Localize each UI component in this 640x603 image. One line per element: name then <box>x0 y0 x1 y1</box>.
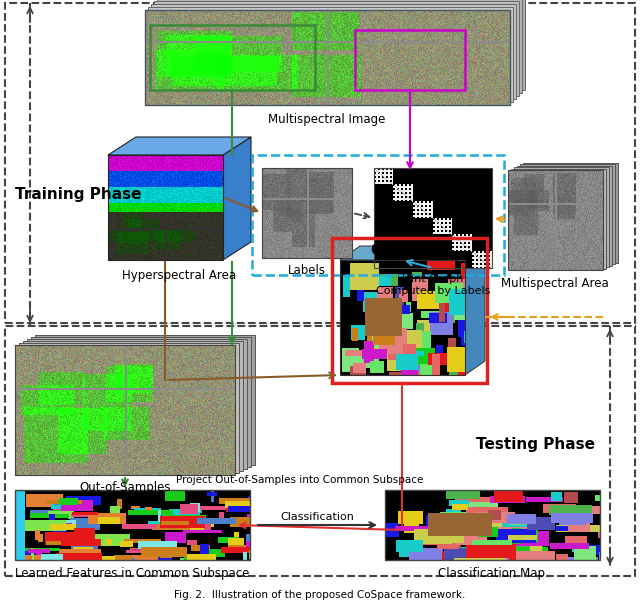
Polygon shape <box>108 137 251 155</box>
Bar <box>19 343 239 473</box>
Bar <box>5 326 635 576</box>
Bar <box>508 170 603 270</box>
Bar <box>27 339 247 469</box>
Bar <box>332 238 487 383</box>
Bar <box>374 168 492 268</box>
Bar <box>154 1 519 96</box>
Bar <box>150 25 315 90</box>
Text: Multispectral Image: Multispectral Image <box>268 113 386 125</box>
Text: Out-of-Samples: Out-of-Samples <box>79 482 171 494</box>
Text: Hyperspectral Area: Hyperspectral Area <box>122 270 236 282</box>
Bar <box>15 490 25 560</box>
Text: Joint Graph
Computed by Labels: Joint Graph Computed by Labels <box>376 274 490 295</box>
Bar <box>15 345 235 475</box>
Polygon shape <box>223 137 251 260</box>
Text: Classification: Classification <box>280 512 354 522</box>
Bar <box>148 7 513 102</box>
Polygon shape <box>340 246 485 260</box>
Text: Testing Phase: Testing Phase <box>476 438 595 452</box>
Bar <box>145 10 510 105</box>
Bar <box>151 4 516 99</box>
Text: Project Out-of-Samples into Common Subspace: Project Out-of-Samples into Common Subsp… <box>176 475 424 485</box>
Bar <box>523 163 618 263</box>
Bar <box>262 168 352 258</box>
Bar <box>517 166 612 266</box>
Text: Fig. 2.  Illustration of the proposed CoSpace framework.: Fig. 2. Illustration of the proposed CoS… <box>174 590 466 600</box>
Bar <box>514 167 609 267</box>
Bar <box>31 337 251 467</box>
Bar <box>15 490 25 560</box>
Bar <box>23 341 243 471</box>
Bar <box>355 30 465 90</box>
Bar <box>15 490 250 560</box>
Text: Labels: Labels <box>288 264 326 277</box>
Bar <box>520 164 615 264</box>
Text: Classification Map: Classification Map <box>438 566 545 579</box>
Text: CoSpace: CoSpace <box>371 242 444 257</box>
Bar <box>157 0 522 93</box>
Bar <box>108 155 223 260</box>
Bar <box>160 0 525 90</box>
Bar <box>385 490 600 560</box>
Bar <box>511 169 606 269</box>
Text: Training Phase: Training Phase <box>15 188 141 203</box>
Bar <box>252 155 504 275</box>
Text: Multispectral Area: Multispectral Area <box>501 277 609 291</box>
Polygon shape <box>465 246 485 375</box>
Bar <box>5 3 635 323</box>
Text: Learned Features in Common Subspace: Learned Features in Common Subspace <box>15 566 249 579</box>
Bar <box>35 335 255 465</box>
Bar <box>340 260 465 375</box>
